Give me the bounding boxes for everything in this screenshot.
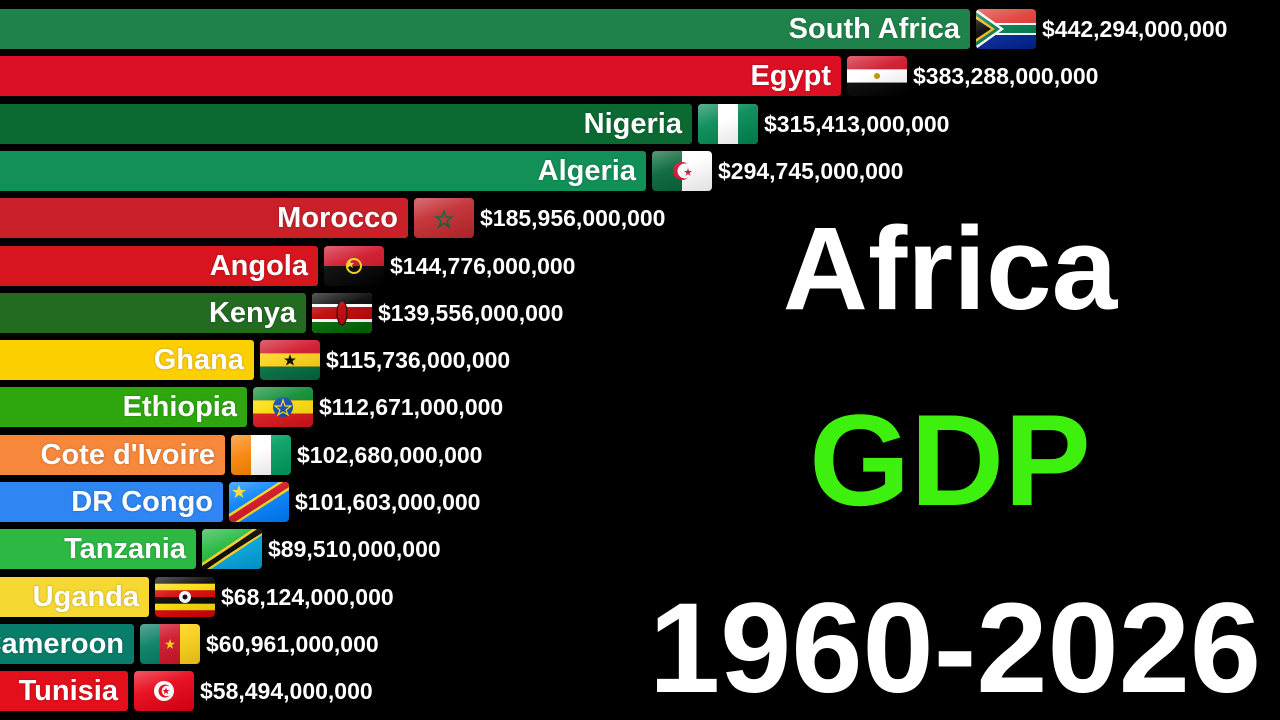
- bar-row: Tanzania $89,510,000,000: [0, 529, 1280, 570]
- bar: [0, 245, 318, 286]
- value-label: $101,603,000,000: [295, 489, 481, 515]
- flag-algeria-icon: [652, 150, 712, 191]
- bar: [0, 434, 225, 475]
- value-label: $185,956,000,000: [480, 205, 666, 232]
- flag-dr-congo-icon: [229, 482, 289, 522]
- bar-row: Nigeria $315,413,000,000: [0, 103, 1280, 144]
- value-label: $89,510,000,000: [268, 536, 441, 563]
- value-label: $294,745,000,000: [718, 157, 904, 184]
- bar: [0, 387, 247, 428]
- bar-row: Ghana $115,736,000,000: [0, 340, 1280, 381]
- value-label: $58,494,000,000: [200, 678, 373, 705]
- bar-row: Cote d'Ivoire $102,680,000,000: [0, 434, 1280, 475]
- bar-label: Egypt: [750, 60, 831, 93]
- flag-tanzania-icon: [202, 529, 262, 570]
- flag-egypt-icon: [847, 56, 907, 97]
- bar-label: Algeria: [537, 154, 636, 187]
- flag-cote-divoire-icon: [231, 434, 291, 475]
- bar-label: Nigeria: [583, 107, 682, 140]
- bar-label: Kenya: [208, 296, 296, 329]
- flag-ethiopia-icon: [253, 387, 313, 428]
- title-years: 1960-2026: [648, 577, 1262, 720]
- flag-tunisia-icon: [134, 671, 194, 712]
- value-label: $115,736,000,000: [326, 347, 511, 374]
- bar: [0, 292, 306, 333]
- bar-label: DR Congo: [71, 486, 213, 518]
- bar-row: Egypt $383,288,000,000: [0, 56, 1280, 97]
- value-label: $315,413,000,000: [764, 110, 950, 137]
- value-label: $442,294,000,000: [1042, 16, 1228, 42]
- bar: [0, 150, 646, 191]
- bar-label: Angola: [209, 249, 308, 282]
- bar: [0, 482, 223, 522]
- bar-label: Ethiopia: [122, 391, 237, 424]
- bar-label: Morocco: [277, 202, 398, 235]
- bar-label: Ghana: [153, 344, 244, 377]
- bar: [0, 623, 134, 664]
- bar-label: Cameroon: [0, 627, 124, 660]
- value-label: $68,124,000,000: [221, 583, 394, 610]
- value-label: $383,288,000,000: [913, 63, 1099, 90]
- flag-cameroon-icon: [140, 623, 200, 664]
- bar: [0, 529, 196, 570]
- bar: [0, 9, 970, 49]
- flag-kenya-icon: [312, 292, 372, 333]
- bar: [0, 56, 841, 97]
- flag-south-africa-icon: [976, 9, 1036, 49]
- bar: [0, 576, 149, 617]
- title-africa: Africa: [782, 203, 1118, 335]
- bar: [0, 198, 408, 239]
- bar-row: Morocco $185,956,000,000: [0, 198, 1280, 239]
- flag-angola-icon: [324, 245, 384, 286]
- bar-row: Uganda $68,124,000,000: [0, 576, 1280, 617]
- bar-label: Uganda: [32, 580, 139, 613]
- bar-row: South Africa $442,294,000,000: [0, 9, 1280, 49]
- value-label: $112,671,000,000: [319, 394, 504, 421]
- bar-row: Algeria $294,745,000,000: [0, 150, 1280, 191]
- flag-uganda-icon: [155, 576, 215, 617]
- bar-label: Tanzania: [64, 533, 186, 566]
- bar-row: DR Congo $101,603,000,000: [0, 482, 1280, 522]
- bar-row: Ethiopia $112,671,000,000: [0, 387, 1280, 428]
- flag-ghana-icon: [260, 340, 320, 381]
- value-label: $102,680,000,000: [297, 441, 483, 468]
- flag-morocco-icon: [414, 198, 474, 239]
- bar-row: Angola $144,776,000,000: [0, 245, 1280, 286]
- value-label: $60,961,000,000: [206, 630, 379, 657]
- bar-row: Tunisia $58,494,000,000: [0, 671, 1280, 712]
- bar: [0, 671, 128, 712]
- bar: [0, 340, 254, 381]
- bar: [0, 103, 692, 144]
- flag-nigeria-icon: [698, 103, 758, 144]
- bar-row: Cameroon $60,961,000,000: [0, 623, 1280, 664]
- title-gdp: GDP: [809, 387, 1091, 533]
- bar-row: Kenya $139,556,000,000: [0, 292, 1280, 333]
- bar-label: Cote d'Ivoire: [40, 438, 215, 471]
- bar-label: Tunisia: [18, 675, 118, 708]
- value-label: $139,556,000,000: [378, 299, 564, 326]
- bar-label: South Africa: [788, 13, 960, 45]
- value-label: $144,776,000,000: [390, 252, 576, 279]
